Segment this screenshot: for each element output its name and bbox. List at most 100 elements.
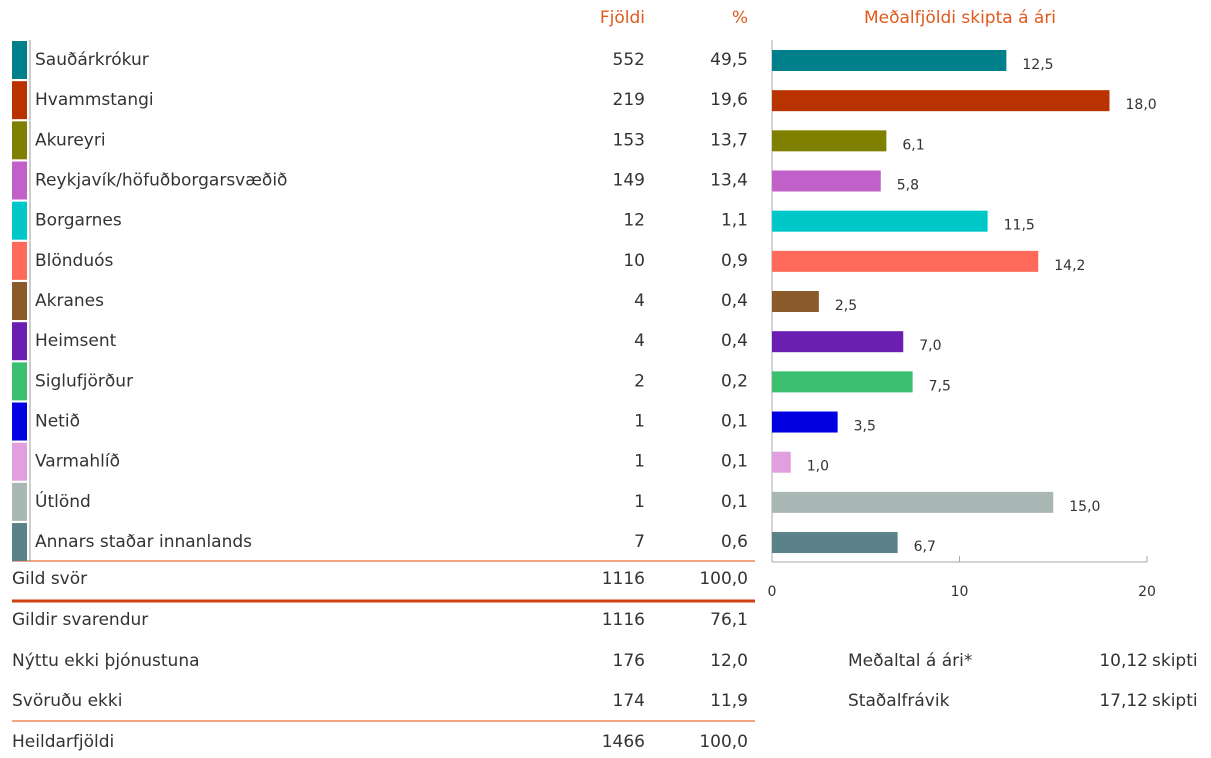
x-tick-label: 10 — [951, 584, 969, 600]
row-label: Varmahlíð — [35, 452, 120, 472]
percent: 49,5 — [710, 50, 748, 70]
count: 7 — [634, 532, 645, 552]
color-swatch — [12, 282, 27, 321]
percent: 0,2 — [721, 371, 748, 391]
stat-label: Staðalfrávik — [848, 691, 950, 711]
bar — [772, 491, 1054, 513]
color-swatch — [12, 201, 27, 240]
count: 1 — [634, 492, 645, 512]
summary-label: Svöruðu ekki — [12, 691, 122, 711]
bar — [772, 210, 988, 232]
percent: 13,7 — [710, 130, 748, 150]
row-label: Netið — [35, 412, 80, 432]
value-label: 14,2 — [1054, 258, 1085, 274]
color-swatch — [12, 482, 27, 521]
color-swatch — [12, 81, 27, 120]
value-label: 5,8 — [897, 178, 919, 194]
value-label: 11,5 — [1004, 218, 1035, 234]
color-swatch — [12, 362, 27, 401]
value-label: 2,5 — [835, 298, 857, 314]
bar — [772, 90, 1110, 112]
count: 4 — [634, 291, 645, 311]
value-label: 15,0 — [1069, 499, 1100, 515]
bar — [772, 411, 838, 433]
summary-count: 174 — [613, 691, 645, 711]
stat-value: 17,12 — [1099, 691, 1148, 711]
count: 153 — [613, 130, 645, 150]
chart-title: Meðalfjöldi skipta á ári — [864, 8, 1056, 28]
summary-label: Gild svör — [12, 569, 87, 589]
count: 1 — [634, 452, 645, 472]
percent: 0,1 — [721, 452, 748, 472]
percent: 19,6 — [710, 90, 748, 110]
col-header: % — [732, 8, 748, 28]
color-swatch — [12, 241, 27, 280]
value-label: 7,0 — [919, 338, 941, 354]
summary-percent: 76,1 — [710, 610, 748, 630]
count: 4 — [634, 331, 645, 351]
count: 219 — [613, 90, 645, 110]
percent: 13,4 — [710, 171, 748, 191]
row-label: Blönduós — [35, 251, 114, 271]
count: 12 — [623, 211, 645, 231]
color-swatch — [12, 322, 27, 361]
bar — [772, 291, 819, 313]
summary-label: Nýttu ekki þjónustuna — [12, 651, 200, 671]
bar — [772, 50, 1007, 71]
summary-count: 1466 — [602, 732, 645, 752]
count: 10 — [623, 251, 645, 271]
summary-percent: 100,0 — [699, 732, 748, 752]
color-swatch — [12, 161, 27, 200]
stat-label: Meðaltal á ári* — [848, 651, 972, 671]
value-label: 7,5 — [929, 378, 951, 394]
percent: 0,4 — [721, 331, 748, 351]
count: 1 — [634, 412, 645, 432]
bar — [772, 331, 904, 353]
value-label: 3,5 — [854, 419, 876, 435]
summary-percent: 11,9 — [710, 691, 748, 711]
bar — [772, 532, 898, 554]
summary-percent: 12,0 — [710, 651, 748, 671]
percent: 0,4 — [721, 291, 748, 311]
color-swatch — [12, 442, 27, 481]
percent: 0,1 — [721, 492, 748, 512]
bar — [772, 371, 913, 393]
color-swatch — [12, 402, 27, 441]
count: 2 — [634, 371, 645, 391]
summary-label: Heildarfjöldi — [12, 732, 114, 752]
percent: 0,9 — [721, 251, 748, 271]
value-label: 18,0 — [1126, 97, 1157, 113]
summary-count: 1116 — [602, 610, 645, 630]
count: 552 — [613, 50, 645, 70]
color-swatch — [12, 121, 27, 160]
col-header: Fjöldi — [600, 8, 645, 28]
row-label: Akranes — [35, 291, 104, 311]
row-label: Sauðárkrókur — [35, 50, 149, 70]
row-label: Akureyri — [35, 130, 106, 150]
count: 149 — [613, 171, 645, 191]
value-label: 1,0 — [807, 459, 829, 475]
bar — [772, 170, 881, 192]
row-label: Reykjavík/höfuðborgarsvæðið — [35, 171, 287, 191]
percent: 0,6 — [721, 532, 748, 552]
value-label: 6,1 — [902, 137, 924, 153]
bar — [772, 451, 791, 473]
summary-label: Gildir svarendur — [12, 610, 148, 630]
row-label: Borgarnes — [35, 211, 122, 231]
color-swatch — [12, 41, 27, 79]
row-label: Hvammstangi — [35, 90, 154, 110]
value-label: 12,5 — [1022, 57, 1053, 73]
summary-percent: 100,0 — [699, 569, 748, 589]
row-label: Útlönd — [35, 490, 91, 512]
row-label: Siglufjörður — [35, 371, 133, 391]
bar — [772, 130, 887, 152]
color-swatch — [12, 523, 27, 562]
summary-count: 176 — [613, 651, 645, 671]
row-label: Annars staðar innanlands — [35, 532, 252, 552]
value-label: 6,7 — [914, 539, 936, 555]
row-label: Heimsent — [35, 331, 117, 351]
x-tick-label: 20 — [1138, 584, 1156, 600]
x-tick-label: 0 — [768, 584, 777, 600]
stat-value: 10,12 — [1099, 651, 1148, 671]
